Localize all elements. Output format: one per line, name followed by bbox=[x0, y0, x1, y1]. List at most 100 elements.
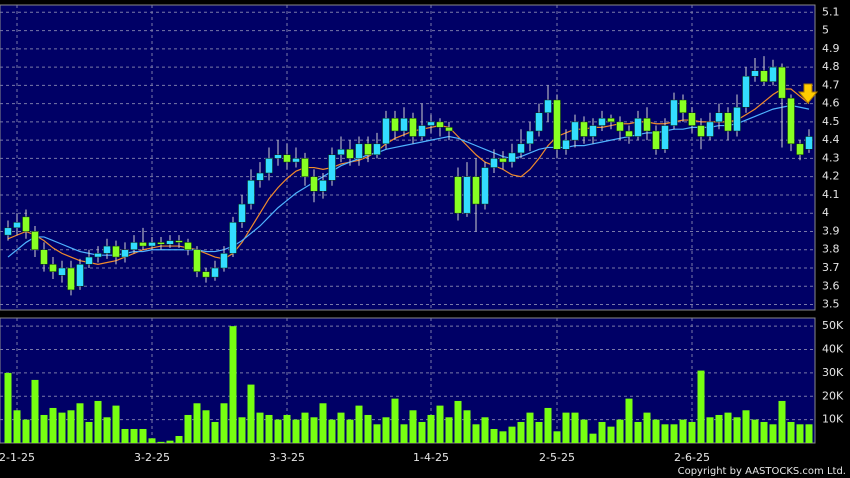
volume-bar bbox=[598, 421, 606, 443]
y-tick-label: 4.4 bbox=[822, 133, 840, 146]
y-tick-label: 10K bbox=[822, 413, 844, 426]
volume-bar bbox=[292, 419, 300, 443]
volume-bar bbox=[238, 417, 246, 443]
volume-bar bbox=[274, 419, 282, 443]
volume-bar bbox=[121, 428, 129, 443]
volume-bar bbox=[688, 421, 696, 443]
volume-bar bbox=[616, 419, 624, 443]
volume-bar bbox=[796, 424, 804, 443]
volume-bar bbox=[382, 417, 390, 443]
candle-body bbox=[67, 267, 75, 291]
volume-bar bbox=[463, 410, 471, 443]
candle-body bbox=[544, 99, 552, 114]
y-tick-label: 4 bbox=[822, 206, 829, 219]
volume-bar bbox=[373, 424, 381, 443]
volume-bar bbox=[679, 419, 687, 443]
candle-body bbox=[634, 117, 642, 137]
candle-body bbox=[166, 240, 174, 245]
candle-body bbox=[508, 152, 516, 163]
signal-arrow bbox=[797, 83, 819, 104]
volume-bar bbox=[355, 405, 363, 443]
volume-bar bbox=[535, 421, 543, 443]
volume-bar bbox=[328, 419, 336, 443]
candle-body bbox=[76, 264, 84, 287]
candle-body bbox=[589, 125, 597, 137]
volume-bar bbox=[526, 412, 534, 443]
candle-body bbox=[112, 245, 120, 258]
candle-body bbox=[661, 125, 669, 150]
volume-bar bbox=[76, 403, 84, 443]
candle-body bbox=[751, 70, 759, 77]
volume-bar bbox=[184, 414, 192, 443]
candle-body bbox=[184, 242, 192, 250]
candle-body bbox=[13, 222, 21, 229]
candle-body bbox=[697, 125, 705, 137]
candle-body bbox=[103, 245, 111, 254]
y-tick-label: 50K bbox=[822, 319, 844, 332]
candle-body bbox=[607, 117, 615, 123]
volume-bar bbox=[22, 419, 30, 443]
volume-bar bbox=[265, 414, 273, 443]
volume-bar bbox=[733, 417, 741, 443]
candle-body bbox=[220, 253, 228, 269]
volume-bar bbox=[211, 421, 219, 443]
candle-body bbox=[49, 264, 57, 272]
candle-body bbox=[265, 158, 273, 174]
candle-body bbox=[40, 249, 48, 265]
candle-body bbox=[157, 242, 165, 245]
y-tick-label: 30K bbox=[822, 366, 844, 379]
volume-bar bbox=[580, 419, 588, 443]
plot-layer: 5.1 5 4.9 4.8 4.7 4.6 4.5 4.4 4.3 4.2 4.1 4 3.9 3.8 3.… bbox=[0, 5, 844, 464]
volume-bar bbox=[490, 428, 498, 443]
volume-bar bbox=[715, 414, 723, 443]
volume-bar bbox=[472, 424, 480, 443]
volume-bar bbox=[589, 433, 597, 443]
candle-body bbox=[121, 249, 129, 258]
candle-body bbox=[445, 127, 453, 132]
y-tick-label: 3.5 bbox=[822, 298, 840, 311]
candle-body bbox=[193, 249, 201, 272]
candle-body bbox=[499, 158, 507, 163]
moving-average-line bbox=[7, 104, 810, 258]
candle-body bbox=[715, 112, 723, 123]
candle-body bbox=[310, 176, 318, 192]
volume-bar bbox=[310, 417, 318, 443]
volume-bar bbox=[409, 410, 417, 443]
copyright: Copyright by AASTOCKS.com Ltd. bbox=[678, 466, 846, 477]
candle-body bbox=[391, 117, 399, 132]
y-tick-label: 5.1 bbox=[822, 5, 840, 18]
volume-bar bbox=[418, 421, 426, 443]
candle-body bbox=[679, 99, 687, 114]
candle-body bbox=[454, 176, 462, 214]
candle-body bbox=[148, 242, 156, 247]
volume-bar bbox=[751, 419, 759, 443]
volume-bar bbox=[706, 417, 714, 443]
volume-bar bbox=[58, 412, 66, 443]
volume-bar bbox=[652, 419, 660, 443]
volume-bar bbox=[400, 424, 408, 443]
candle-body bbox=[616, 121, 624, 132]
volume-bar bbox=[157, 441, 165, 443]
candle-body bbox=[283, 154, 291, 163]
candle-body bbox=[319, 180, 327, 192]
y-tick-label: 4.2 bbox=[822, 170, 840, 183]
y-tick-label: 4.7 bbox=[822, 78, 840, 91]
y-tick-label: 3.6 bbox=[822, 279, 840, 292]
volume-bar bbox=[643, 412, 651, 443]
candle-body bbox=[418, 125, 426, 137]
volume-bar bbox=[202, 410, 210, 443]
candle-body bbox=[436, 121, 444, 128]
volume-bar bbox=[445, 417, 453, 443]
volume-bar bbox=[175, 435, 183, 443]
volume-bar bbox=[634, 421, 642, 443]
volume-bar bbox=[301, 412, 309, 443]
candle-body bbox=[787, 97, 795, 145]
y-tick-label: 20K bbox=[822, 389, 844, 402]
candle-body bbox=[760, 70, 768, 82]
candle-body bbox=[292, 158, 300, 163]
volume-bar bbox=[31, 379, 39, 443]
candle-body bbox=[517, 143, 525, 154]
candle-body bbox=[328, 154, 336, 181]
y-tick-label: 3.7 bbox=[822, 261, 840, 274]
volume-bar bbox=[13, 410, 21, 443]
